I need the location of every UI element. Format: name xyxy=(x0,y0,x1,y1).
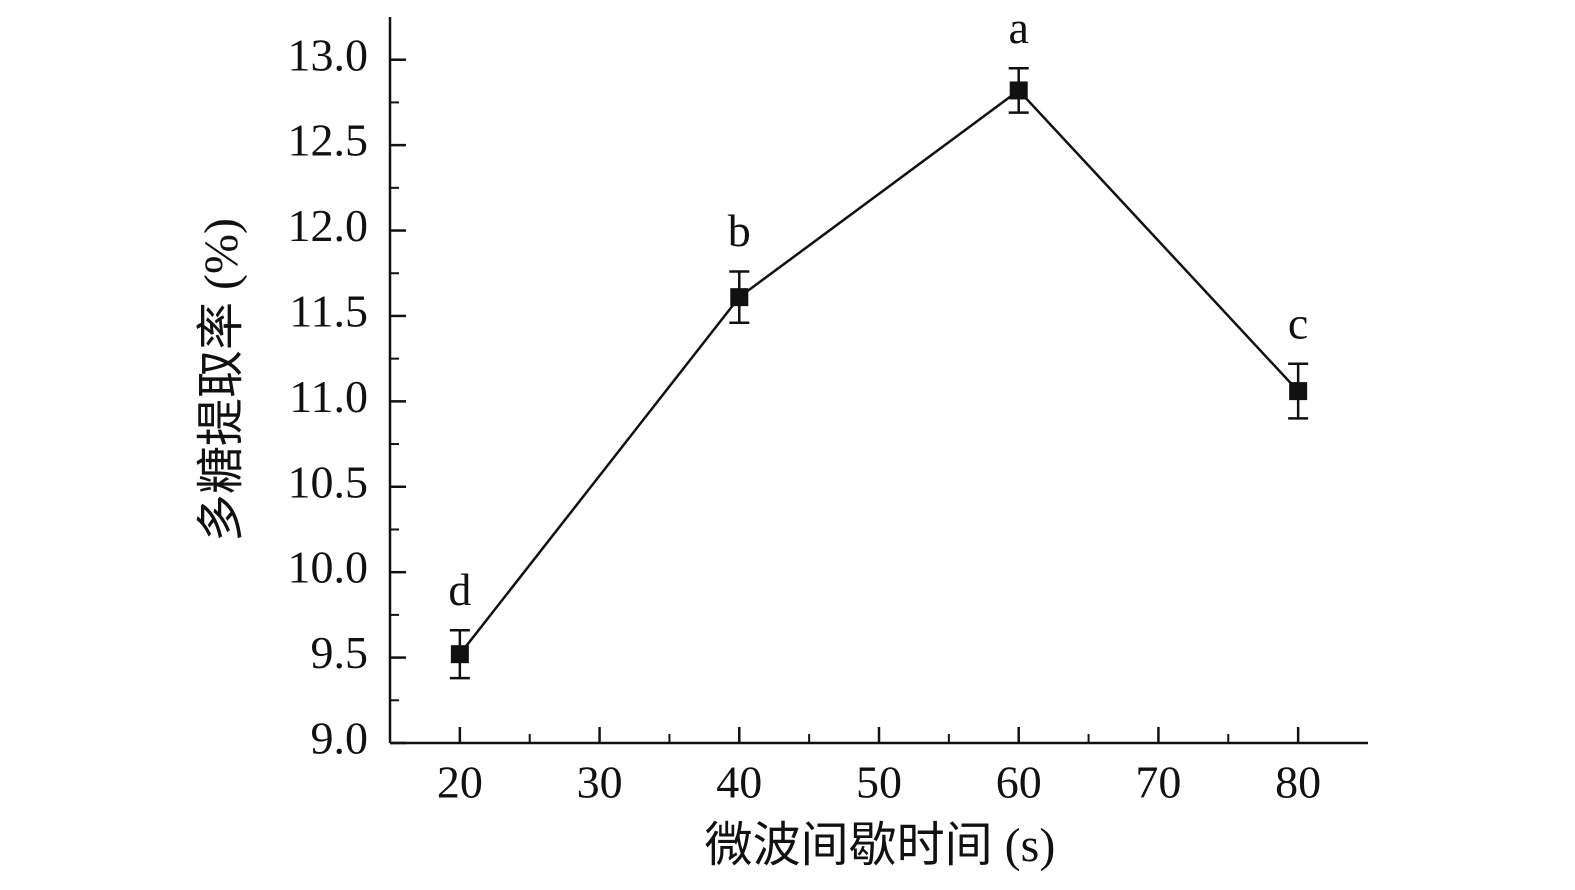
y-tick-label: 10.5 xyxy=(288,456,369,507)
x-tick-label: 50 xyxy=(856,757,902,808)
x-axis-title: 微波间歇时间 (s) xyxy=(705,819,1056,872)
y-tick-label: 13.0 xyxy=(288,29,369,80)
marker xyxy=(450,645,469,664)
x-tick-label: 60 xyxy=(996,757,1042,808)
marker xyxy=(1009,81,1028,100)
annotation: b xyxy=(728,205,751,256)
y-tick-label: 11.5 xyxy=(289,286,368,337)
marker xyxy=(1289,382,1308,401)
y-tick-label: 10.0 xyxy=(288,542,369,593)
annotation: c xyxy=(1288,297,1308,348)
y-tick-label: 9.0 xyxy=(311,713,369,764)
marker xyxy=(730,288,749,307)
x-tick-label: 40 xyxy=(716,757,762,808)
y-tick-label: 9.5 xyxy=(311,627,369,678)
x-tick-label: 30 xyxy=(577,757,623,808)
x-tick-label: 20 xyxy=(437,757,483,808)
x-tick-label: 70 xyxy=(1135,757,1181,808)
y-tick-label: 11.0 xyxy=(289,371,368,422)
y-tick-label: 12.5 xyxy=(288,115,369,166)
line xyxy=(458,88,1300,655)
y-tick-label: 12.0 xyxy=(288,200,369,251)
y-axis-title: 多糖提取率 (%) xyxy=(195,218,248,542)
annotation: a xyxy=(1009,2,1029,53)
x-tick-label: 80 xyxy=(1275,757,1321,808)
annotation: d xyxy=(448,564,471,615)
